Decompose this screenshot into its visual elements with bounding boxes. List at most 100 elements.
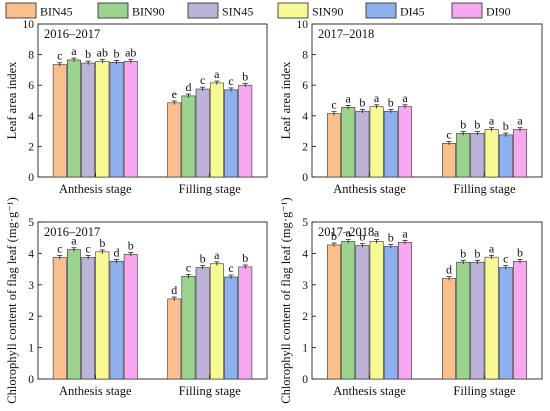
bar-sin90: [95, 61, 110, 178]
chart-panel-2: 0 2 4 6 8 10 Leaf area index 2017–2018 Anthesis …: [279, 19, 543, 196]
bar-bin90: [181, 95, 196, 178]
bar-bin90: [67, 59, 81, 178]
significance-label: d: [171, 283, 177, 297]
y-tick-label: 4: [302, 111, 308, 123]
bar-sin90: [95, 251, 110, 380]
x-tick-label: Anthesis stage: [333, 384, 406, 398]
y-tick-label: 2: [302, 141, 308, 153]
bar-di45: [109, 61, 124, 178]
significance-label: b: [460, 246, 466, 260]
legend-swatch-di90: [451, 2, 483, 19]
significance-label: a: [346, 226, 352, 240]
y-tick-label: 4: [28, 248, 34, 260]
significance-label: a: [489, 114, 495, 128]
bar-sin90: [484, 129, 499, 178]
x-tick-label: Anthesis stage: [59, 384, 132, 398]
bar-bin45: [167, 298, 182, 380]
bar-di90: [398, 242, 412, 380]
y-tick-label: 1: [302, 343, 308, 355]
significance-label: c: [85, 242, 90, 256]
bar-bin90: [456, 133, 471, 178]
bar-sin45: [470, 261, 485, 380]
significance-label: a: [374, 91, 380, 105]
bar-di45: [383, 110, 398, 178]
y-axis-label: Chlorophyll content of flag leaf (mg·g⁻¹…: [5, 197, 19, 403]
bar-sin90: [484, 256, 499, 380]
y-tick-label: 4: [302, 248, 308, 260]
significance-label: b: [242, 69, 248, 83]
bar-bin90: [67, 249, 81, 380]
significance-label: b: [242, 251, 248, 265]
legend: BIN45 BIN90 SIN45 SIN90 DI45 DI90: [5, 2, 511, 19]
bar-di45: [383, 246, 398, 380]
bar-di90: [238, 266, 253, 380]
significance-label: b: [200, 252, 206, 266]
bar-sin45: [355, 245, 370, 380]
significance-label: a: [346, 92, 352, 106]
significance-label: a: [402, 227, 408, 241]
legend-label-sin90: SIN90: [312, 5, 343, 19]
legend-label-sin45: SIN45: [222, 5, 253, 19]
y-tick-label: 6: [28, 80, 34, 92]
significance-label: b: [359, 230, 365, 244]
significance-label: b: [128, 238, 134, 252]
y-tick-label: 2: [302, 311, 308, 323]
legend-swatch-di45: [365, 2, 397, 19]
bar-sin90: [209, 82, 224, 178]
significance-label: d: [446, 263, 452, 277]
y-tick-label: 2: [28, 311, 34, 323]
bar-sin45: [355, 110, 370, 178]
significance-label: a: [402, 91, 408, 105]
x-tick-label: Filling stage: [179, 182, 242, 196]
significance-label: a: [214, 67, 220, 81]
y-tick-label: 4: [28, 111, 34, 123]
bar-bin45: [52, 257, 67, 380]
bar-di45: [109, 260, 124, 380]
significance-label: c: [331, 98, 336, 112]
bar-sin45: [470, 133, 485, 178]
significance-label: b: [114, 46, 120, 60]
panel-title: 2017–2018: [318, 225, 374, 239]
x-tick-label: Anthesis stage: [333, 182, 406, 196]
plot-frame: [37, 23, 268, 178]
plot-frame: [311, 221, 543, 380]
significance-label: b: [474, 118, 480, 132]
significance-label: b: [359, 95, 365, 109]
y-axis-label: Chlorophyll content of flag leaf (mg·g⁻¹…: [279, 197, 293, 403]
significance-label: c: [503, 252, 508, 266]
y-tick-label: 5: [28, 217, 34, 229]
bar-di45: [498, 134, 513, 178]
bar-sin90: [369, 106, 384, 178]
significance-label: a: [71, 234, 77, 248]
y-tick-label: 8: [28, 50, 34, 62]
significance-label: b: [99, 236, 105, 250]
significance-label: c: [228, 74, 233, 88]
x-tick-label: Filling stage: [453, 182, 516, 196]
y-tick-label: 3: [302, 280, 308, 292]
panel-title: 2016–2017: [44, 225, 100, 239]
bar-di45: [224, 276, 238, 380]
significance-label: a: [517, 114, 523, 128]
y-tick-label: 8: [302, 50, 308, 62]
y-tick-label: 6: [302, 80, 308, 92]
y-tick-label: 0: [28, 374, 34, 386]
y-tick-label: 2: [28, 141, 34, 153]
legend-swatch-sin45: [187, 2, 219, 19]
bar-di90: [238, 84, 253, 178]
bar-bin90: [341, 107, 356, 178]
bar-di90: [123, 254, 138, 380]
significance-label: b: [331, 229, 337, 243]
bar-di90: [513, 129, 527, 178]
significance-label: b: [460, 118, 466, 132]
bar-sin90: [369, 241, 384, 380]
significance-label: c: [446, 128, 451, 142]
significance-label: c: [228, 261, 233, 275]
y-tick-label: 10: [297, 19, 309, 31]
bar-bin90: [341, 241, 356, 380]
chart-panel-1: 0 2 4 6 8 10 Leaf area index 2016–2017 Anthesis …: [5, 19, 268, 196]
significance-label: a: [71, 44, 77, 58]
legend-swatch-bin45: [5, 2, 37, 19]
legend-swatch-sin90: [277, 2, 309, 19]
